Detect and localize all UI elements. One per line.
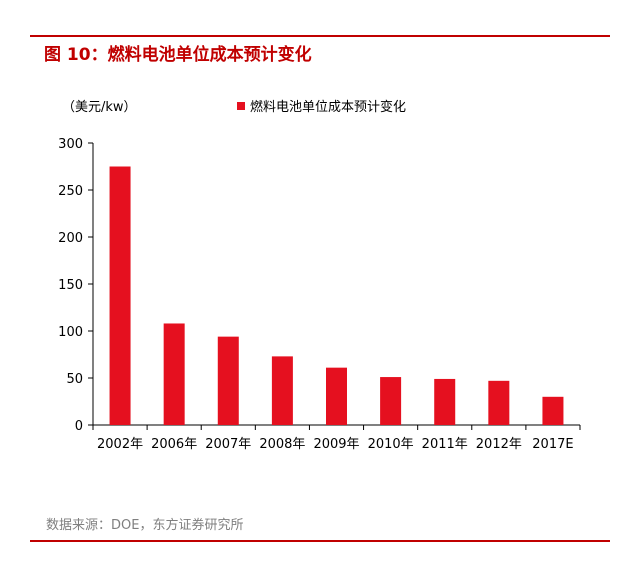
bar	[434, 378, 456, 425]
y-tick-label: 0	[75, 419, 83, 434]
bar	[271, 356, 293, 425]
source-note: 数据来源：DOE，东方证券研究所	[46, 518, 244, 533]
y-tick-label: 200	[58, 231, 83, 246]
legend-swatch	[237, 102, 245, 110]
figure-title: 图 10：燃料电池单位成本预计变化	[44, 45, 312, 65]
bar	[326, 367, 347, 425]
top-rule	[30, 35, 610, 37]
y-axis: 0 50 100 150 200 250 300	[58, 137, 94, 434]
x-tick-label: 2008年	[259, 437, 305, 452]
x-tick-label: 2010年	[368, 437, 414, 452]
y-tick-label: 250	[58, 184, 83, 199]
y-tick-label: 300	[58, 137, 83, 152]
bar	[488, 380, 510, 425]
x-tick-label: 2011年	[422, 437, 468, 452]
bar	[542, 396, 564, 425]
bar	[380, 377, 402, 425]
x-tick-label: 2006年	[151, 437, 197, 452]
x-tick-label: 2002年	[97, 437, 143, 452]
bar	[217, 336, 239, 425]
bar	[163, 323, 185, 425]
bars	[109, 166, 564, 425]
legend-label: 燃料电池单位成本预计变化	[250, 99, 406, 115]
x-axis: 2002年 2006年 2007年 2008年 2009年 2010年 2011年 2012年…	[92, 424, 581, 452]
x-tick-label: 2017E	[532, 437, 573, 452]
y-tick-label: 50	[66, 372, 83, 387]
bottom-rule	[30, 540, 610, 542]
x-tick-label: 2009年	[313, 437, 359, 452]
x-tick-label: 2007年	[205, 437, 251, 452]
y-tick-label: 150	[58, 278, 83, 293]
x-tick-label: 2012年	[476, 437, 522, 452]
y-tick-label: 100	[58, 325, 83, 340]
bar	[109, 166, 131, 425]
y-axis-label: （美元/kw）	[62, 100, 137, 115]
